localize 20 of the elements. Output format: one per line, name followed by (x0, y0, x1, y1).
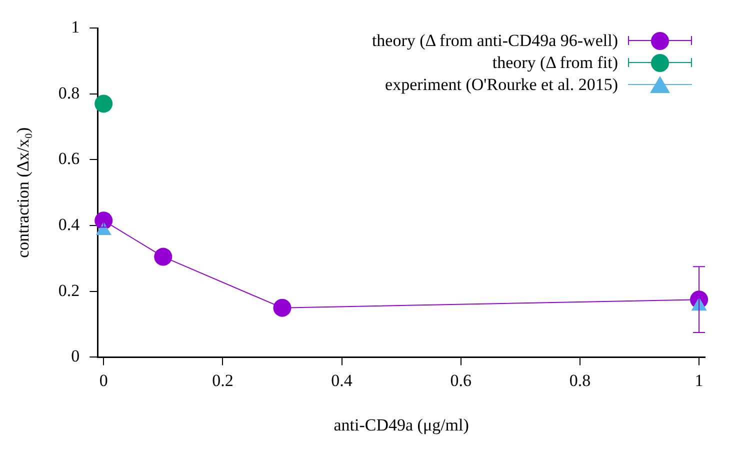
point (94, 94, 113, 113)
y-tick-label: 0.8 (58, 83, 80, 102)
legend-label: experiment (O'Rourke et al. 2015) (385, 75, 618, 95)
x-tick-label: 0.6 (450, 370, 472, 390)
y-tick-label: 0.6 (58, 149, 80, 168)
y-tick-label: 0.2 (58, 280, 80, 300)
y-tick-label: 0.4 (58, 214, 80, 234)
x-tick-label: 0.2 (212, 370, 234, 390)
y-tick-label: 1 (71, 17, 80, 36)
x-tick-label: 0 (99, 370, 108, 390)
x-tick-label: 0.8 (569, 370, 591, 390)
point (273, 298, 292, 317)
x-axis-title: anti-CD49a (μg/ml) (334, 415, 469, 434)
x-tick-label: 0.4 (331, 370, 353, 390)
legend-label: theory (Δ from anti-CD49a 96-well) (372, 31, 618, 51)
point (154, 248, 172, 266)
x-tick-label: 1 (694, 370, 704, 390)
y-axis-title: contraction (Δx/x₀) (14, 127, 33, 258)
legend-label: theory (Δ from fit) (492, 53, 618, 73)
y-tick-label: 0 (71, 346, 80, 366)
